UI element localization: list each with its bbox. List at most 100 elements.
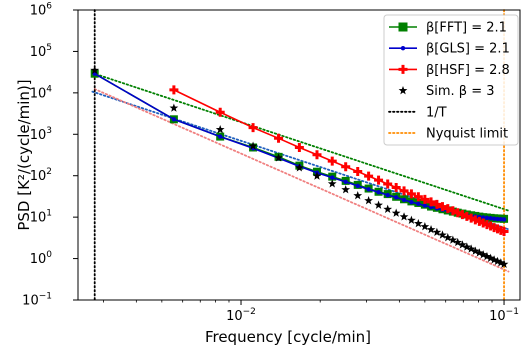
data-point xyxy=(453,208,463,218)
data-point xyxy=(248,141,258,150)
data-point xyxy=(406,189,416,199)
legend-box xyxy=(383,14,519,146)
y-tick-label: 106 xyxy=(30,2,53,19)
data-point xyxy=(341,162,351,172)
data-point xyxy=(426,197,436,207)
data-point xyxy=(498,217,504,222)
y-tick-label: 103 xyxy=(30,126,52,143)
legend-label: Sim. β = 3 xyxy=(426,84,495,99)
data-point xyxy=(416,201,421,206)
data-point xyxy=(453,237,463,247)
data-point xyxy=(495,216,500,222)
legend-entry: Nyquist limit xyxy=(388,127,508,142)
data-point xyxy=(496,258,506,267)
data-point xyxy=(420,222,430,231)
data-point xyxy=(169,103,179,112)
data-point xyxy=(432,227,442,237)
data-point xyxy=(409,199,414,205)
x-axis-ticks: 10−2 10−1 xyxy=(103,300,519,324)
y-tick-label: 101 xyxy=(30,209,52,226)
y-axis-label: PSD [K²/(cycle/min)] xyxy=(15,79,33,230)
x-axis-label: Frequency [cycle/min] xyxy=(205,328,371,346)
data-point xyxy=(374,175,384,185)
legend-entry: Sim. β = 3 xyxy=(398,84,495,99)
legend-marker xyxy=(398,22,408,32)
data-point xyxy=(432,199,442,209)
data-point xyxy=(437,202,447,212)
legend-label: β[HSF] = 2.8 xyxy=(426,63,510,78)
data-point xyxy=(486,253,495,262)
data-point xyxy=(499,259,509,268)
data-point xyxy=(364,196,373,205)
data-point xyxy=(501,217,507,222)
legend-label: Nyquist limit xyxy=(426,127,508,142)
data-point xyxy=(478,250,488,259)
data-point xyxy=(217,134,223,139)
data-point xyxy=(399,186,409,196)
data-point xyxy=(493,256,502,266)
series-group xyxy=(90,65,509,268)
data-point xyxy=(420,194,430,204)
data-point xyxy=(470,246,480,255)
data-point xyxy=(248,123,258,133)
data-point xyxy=(458,240,467,249)
legend-entry: β[GLS] = 2.1 xyxy=(389,42,510,57)
data-point xyxy=(422,203,428,208)
data-point xyxy=(274,133,284,143)
legend-label: β[FFT] = 2.1 xyxy=(426,21,507,36)
data-point xyxy=(90,65,100,75)
fit-line xyxy=(93,88,510,273)
y-tick-label: 102 xyxy=(30,167,52,184)
data-point xyxy=(295,163,304,172)
data-point xyxy=(366,187,371,192)
data-point xyxy=(448,206,458,216)
data-point xyxy=(499,227,509,237)
data-point xyxy=(407,215,416,224)
data-point xyxy=(215,124,225,134)
data-point xyxy=(294,142,304,152)
legend-marker xyxy=(398,86,408,95)
data-point xyxy=(413,218,423,228)
data-point xyxy=(215,107,225,117)
data-point xyxy=(171,117,177,122)
data-point xyxy=(330,175,335,180)
data-point xyxy=(448,235,458,244)
data-point xyxy=(484,215,490,221)
legend-entry: 1/T xyxy=(388,105,447,120)
data-point xyxy=(474,248,484,257)
data-point xyxy=(399,212,409,221)
y-tick-label: 104 xyxy=(30,84,53,101)
legend-label: 1/T xyxy=(426,105,447,120)
y-tick-label: 100 xyxy=(30,250,53,267)
data-point xyxy=(443,233,453,242)
data-point xyxy=(438,230,447,239)
data-point xyxy=(355,183,360,189)
data-point xyxy=(393,195,399,200)
data-point xyxy=(341,185,351,194)
data-point xyxy=(466,244,476,253)
plot-frame xyxy=(77,9,521,301)
data-point xyxy=(491,216,497,221)
data-point xyxy=(385,192,390,198)
legend-label: β[GLS] = 2.1 xyxy=(426,42,510,57)
data-point xyxy=(274,153,283,162)
data-series xyxy=(90,65,509,268)
data-point xyxy=(169,85,179,95)
y-tick-label: 10−1 xyxy=(22,292,52,309)
data-point xyxy=(383,204,393,213)
x-tick-label: 10−1 xyxy=(489,307,519,324)
data-point xyxy=(327,179,337,188)
data-point xyxy=(391,208,401,217)
data-point xyxy=(413,192,423,202)
series-group xyxy=(169,85,509,237)
y-tick-label: 105 xyxy=(30,43,52,60)
data-point xyxy=(353,191,363,200)
data-point xyxy=(443,204,453,214)
data-point xyxy=(401,197,407,203)
data-point xyxy=(312,150,322,160)
data-point xyxy=(383,179,393,189)
data-point xyxy=(327,156,337,166)
data-point xyxy=(374,200,383,209)
data-point xyxy=(488,216,493,221)
